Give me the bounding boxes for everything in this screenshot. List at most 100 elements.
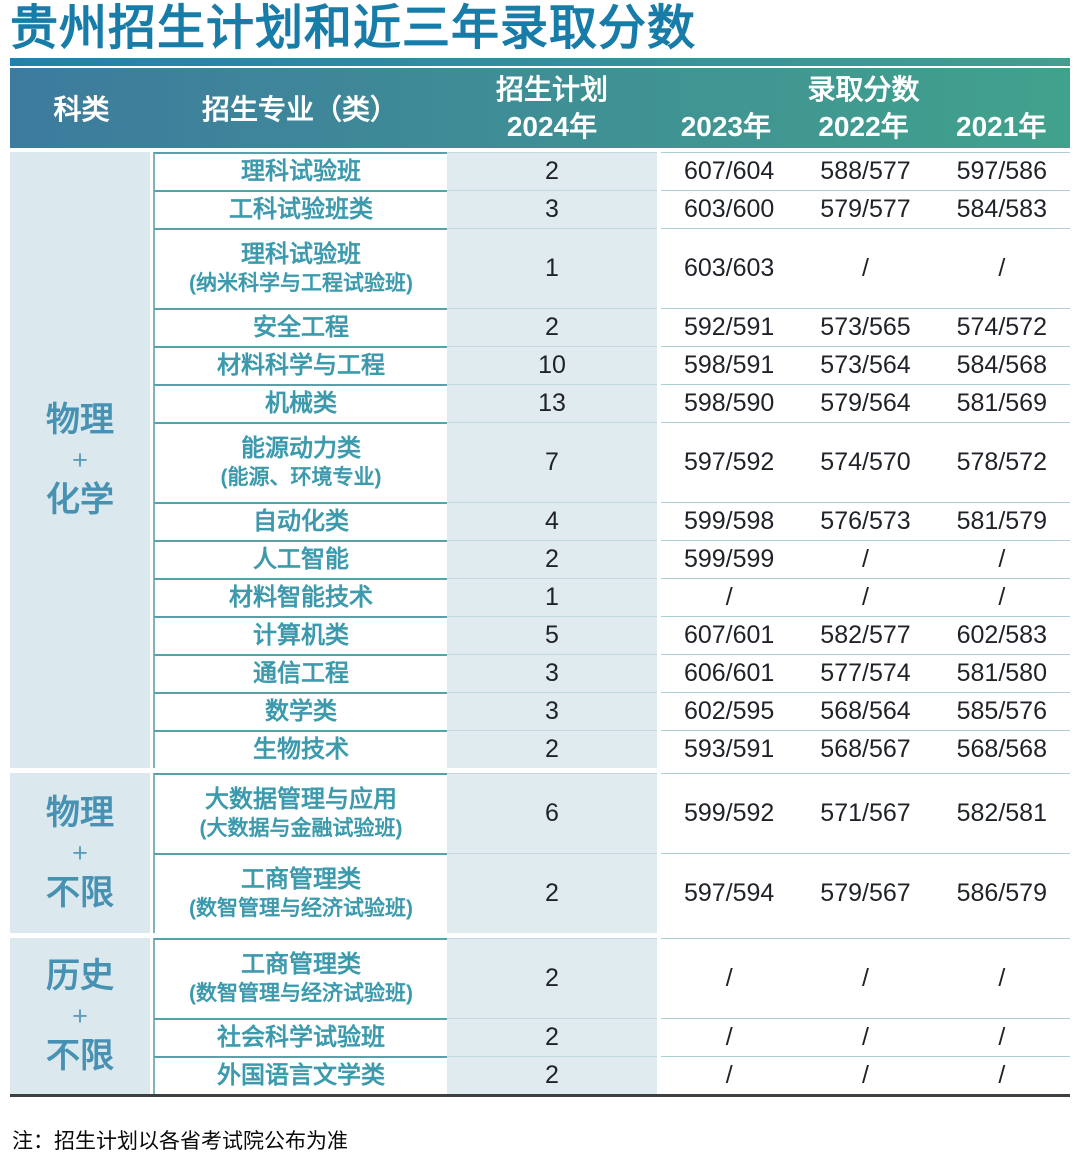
plan-value: 3 (447, 692, 657, 730)
major-name: 工商管理类 (241, 951, 361, 978)
score-value-2021: 585/576 (933, 692, 1070, 730)
score-value-2021: / (933, 228, 1070, 308)
score-value-2023: 598/590 (661, 384, 798, 422)
header-plan-label: 招生计划 (495, 74, 608, 105)
table-row: 能源动力类 (能源、环境专业) 7 597/592 574/570 578/572 (153, 422, 1070, 502)
score-value-2022: 588/577 (797, 152, 934, 190)
major-subname: (能源、环境专业) (220, 466, 382, 489)
table-row: 机械类 13 598/590 579/564 581/569 (153, 384, 1070, 422)
score-cells: 599/592 571/567 582/581 (657, 773, 1070, 853)
table-row: 材料科学与工程 10 598/591 573/564 584/568 (153, 346, 1070, 384)
score-value-2022: / (797, 938, 934, 1018)
plan-value: 2 (447, 152, 657, 190)
table-row: 外国语言文学类 2// / (153, 1056, 1070, 1094)
table-bottom-rule (10, 1094, 1070, 1097)
plan-value: 6 (447, 773, 657, 853)
score-value-2021: 578/572 (933, 422, 1070, 502)
table-header: 科类 招生专业（类） 招生计划 2024年 录取分数 2023年 2022年 2… (10, 68, 1070, 148)
header-major: 招生专业（类） (201, 94, 398, 125)
score-cells: 606/601 577/574 581/580 (657, 654, 1070, 692)
score-cells: 598/591 573/564 584/568 (657, 346, 1070, 384)
major-cell: 自动化类 (153, 502, 447, 540)
category-cell: 历史 + 不限 (10, 938, 150, 1094)
score-value-2022: 576/573 (797, 502, 934, 540)
major-cell: 工商管理类 (数智管理与经济试验班) (153, 938, 447, 1018)
score-value-2022: / (797, 1056, 934, 1094)
score-cells: 607/601 582/577 602/583 (657, 616, 1070, 654)
group-rows: 工商管理类 (数智管理与经济试验班) 2// / 社会科学试验班 2// / 外国语言文学类 2… (153, 938, 1070, 1094)
score-value-2021: 581/579 (933, 502, 1070, 540)
category-label-line: 历史 (46, 957, 114, 995)
score-value-2023: / (661, 1018, 798, 1056)
header-category: 科类 (53, 94, 110, 125)
score-cells: 592/591 573/565 574/572 (657, 308, 1070, 346)
score-value-2023: 599/592 (661, 773, 798, 853)
score-cells: / / / (657, 578, 1070, 616)
score-value-2021: / (933, 578, 1070, 616)
score-value-2021: 586/579 (933, 853, 1070, 933)
category-cell: 物理 + 化学 (10, 152, 150, 768)
major-cell: 大数据管理与应用 (大数据与金融试验班) (153, 773, 447, 853)
score-value-2023: 606/601 (661, 654, 798, 692)
major-name: 计算机类 (253, 622, 349, 649)
table-row: 生物技术 2 593/591 568/567 568/568 (153, 730, 1070, 768)
header-year-2023: 2023年 (680, 111, 771, 142)
score-cells: 607/604 588/577 597/586 (657, 152, 1070, 190)
major-cell: 安全工程 (153, 308, 447, 346)
table-row: 材料智能技术 1// / (153, 578, 1070, 616)
table-row: 人工智能 2 599/599// (153, 540, 1070, 578)
plan-value: 13 (447, 384, 657, 422)
subject-group-2: 历史 + 不限 工商管理类 (数智管理与经济试验班) 2// / 社会科学试验班 2// / 外国语… (10, 938, 1070, 1094)
score-cells: 602/595 568/564 585/576 (657, 692, 1070, 730)
major-cell: 机械类 (153, 384, 447, 422)
major-cell: 数学类 (153, 692, 447, 730)
score-value-2022: 582/577 (797, 616, 934, 654)
major-name: 能源动力类 (241, 435, 361, 462)
major-name: 工科试验班类 (229, 196, 373, 223)
score-value-2022: / (797, 578, 934, 616)
plan-value: 1 (447, 578, 657, 616)
category-label-line: 化学 (46, 481, 114, 519)
category-label-line: + (72, 838, 88, 868)
major-cell: 材料科学与工程 (153, 346, 447, 384)
page-title: 贵州招生计划和近三年录取分数 (10, 2, 697, 55)
score-value-2021: 597/586 (933, 152, 1070, 190)
table-row: 工科试验班类 3 603/600 579/577 584/583 (153, 190, 1070, 228)
major-subname: (数智管理与经济试验班) (189, 897, 413, 920)
score-value-2021: / (933, 938, 1070, 1018)
major-cell: 生物技术 (153, 730, 447, 768)
score-cells: 603/600 579/577 584/583 (657, 190, 1070, 228)
major-cell: 能源动力类 (能源、环境专业) (153, 422, 447, 502)
score-value-2021: 581/580 (933, 654, 1070, 692)
major-cell: 社会科学试验班 (153, 1018, 447, 1056)
plan-value: 2 (447, 938, 657, 1018)
header-year-2021: 2021年 (956, 111, 1047, 142)
score-value-2023: 597/594 (661, 853, 798, 933)
plan-value: 3 (447, 190, 657, 228)
table-row: 计算机类 5 607/601 582/577 602/583 (153, 616, 1070, 654)
score-value-2021: / (933, 1018, 1070, 1056)
score-value-2022: 579/567 (797, 853, 934, 933)
score-value-2023: 603/603 (661, 228, 798, 308)
major-name: 人工智能 (253, 546, 349, 573)
score-value-2023: 599/598 (661, 502, 798, 540)
score-value-2022: 579/564 (797, 384, 934, 422)
plan-value: 2 (447, 308, 657, 346)
table-body: 物理 + 化学 理科试验班 2 607/604 588/577 597/586 工科试验班类 3 6… (10, 152, 1070, 1094)
score-cells: 599/599// (657, 540, 1070, 578)
score-value-2023: 599/599 (661, 540, 798, 578)
score-value-2021: 584/568 (933, 346, 1070, 384)
major-name: 社会科学试验班 (217, 1024, 385, 1051)
score-value-2021: 568/568 (933, 730, 1070, 768)
major-cell: 工商管理类 (数智管理与经济试验班) (153, 853, 447, 933)
table-row: 大数据管理与应用 (大数据与金融试验班) 6 599/592 571/567 582/58… (153, 773, 1070, 853)
score-value-2021: / (933, 540, 1070, 578)
header-score-years: 2023年 2022年 2021年 (657, 108, 1070, 145)
major-name: 自动化类 (253, 508, 349, 535)
subject-group-1: 物理 + 不限 大数据管理与应用 (大数据与金融试验班) 6 599/592 571/567 5… (10, 773, 1070, 933)
major-subname: (纳米科学与工程试验班) (189, 272, 413, 295)
score-value-2023: 598/591 (661, 346, 798, 384)
major-name: 材料科学与工程 (217, 352, 385, 379)
plan-value: 10 (447, 346, 657, 384)
